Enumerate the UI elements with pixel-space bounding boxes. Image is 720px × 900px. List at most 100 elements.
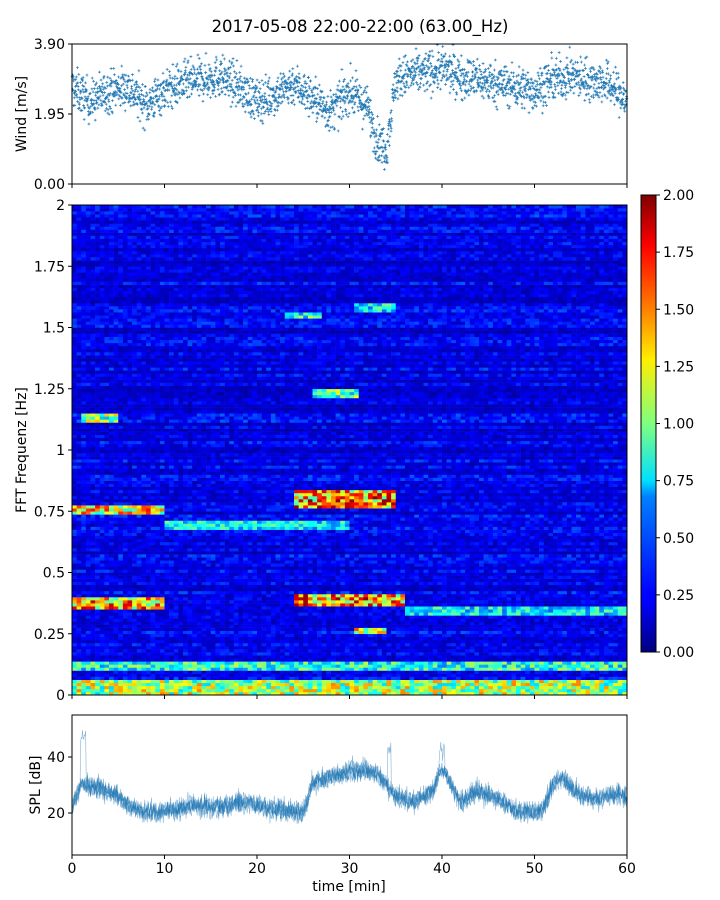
spectrogram-cell <box>201 682 207 687</box>
spectrogram-cell <box>617 670 623 674</box>
spectrogram-cell <box>229 642 235 647</box>
spectrogram-cell <box>252 664 258 668</box>
spectrogram-cell <box>233 652 239 656</box>
spectrogram-cell <box>206 685 212 690</box>
spectrogram-cell <box>372 676 378 680</box>
spectrogram-cell <box>529 685 535 690</box>
spectrogram-cell <box>136 642 142 647</box>
spectrogram-cell <box>187 682 193 687</box>
spectrogram-cell <box>469 682 475 687</box>
spectrogram-cell <box>243 633 249 638</box>
spectrogram-cell <box>594 673 600 677</box>
spectrogram-cell <box>164 673 170 677</box>
spectrogram-cell <box>229 655 235 659</box>
wind-point <box>154 89 158 92</box>
spectrogram-cell <box>95 667 101 671</box>
spectrogram-cell <box>136 636 142 641</box>
spectrogram-cell <box>516 658 521 662</box>
spectrogram-cell <box>414 649 420 653</box>
wind-point <box>136 115 140 119</box>
spectrogram-cell <box>307 633 313 638</box>
spectrogram-cell <box>252 630 258 635</box>
spectrogram-cell <box>562 679 568 684</box>
wind-point <box>264 109 267 113</box>
spectrogram-cell <box>368 639 373 644</box>
spectrogram-cell <box>580 679 586 684</box>
wind-point <box>349 79 353 83</box>
spectrogram-cell <box>506 661 512 665</box>
spectrogram-cell <box>442 685 447 690</box>
wind-point <box>462 75 466 79</box>
spectrogram-cell <box>270 679 276 684</box>
spectrogram-cell <box>331 636 336 641</box>
spectrogram-cell <box>451 679 457 684</box>
wind-point <box>460 89 463 93</box>
spectrogram-cell <box>169 655 175 659</box>
spectrogram-cell <box>109 639 114 644</box>
spectrogram-cell <box>479 676 484 680</box>
spectrogram-cell <box>363 633 369 638</box>
spectrogram-cell <box>270 670 276 674</box>
spectrogram-cell <box>224 688 230 693</box>
spectrogram-cell <box>566 670 572 674</box>
spectrogram-cell <box>183 642 188 647</box>
spectrogram-cell <box>294 639 299 644</box>
spectrogram-cell <box>81 679 87 684</box>
spectrogram-cell <box>257 673 262 677</box>
spectrogram-cell <box>377 682 383 687</box>
spectrogram-cell <box>363 682 369 687</box>
spectrogram-cell <box>164 630 170 635</box>
spectrogram-cell <box>326 688 332 693</box>
wind-point <box>263 81 267 84</box>
spectrogram-cell <box>187 670 193 674</box>
spectrogram-cell <box>243 627 249 631</box>
spectrogram-cell <box>298 646 304 650</box>
spectrogram-cell <box>613 661 619 665</box>
wind-point <box>114 103 118 107</box>
wind-point <box>175 88 179 92</box>
wind-point <box>606 60 610 64</box>
spectrogram-cell <box>395 679 401 684</box>
spectrogram-cell <box>81 664 87 668</box>
wind-point <box>484 90 488 93</box>
spectrogram-cell <box>520 664 526 668</box>
spectrogram-cell <box>118 679 124 684</box>
wind-point <box>134 88 138 91</box>
spectrogram-cell <box>233 685 239 690</box>
spectrogram-cell <box>215 649 221 653</box>
spectrogram-cell <box>391 658 397 662</box>
spectrogram-cell <box>580 685 586 690</box>
spectrogram-cell <box>261 682 267 687</box>
spectrogram-cell <box>442 639 447 644</box>
spectrogram-cell <box>136 649 142 653</box>
spectrogram-cell <box>571 655 577 659</box>
spectrogram-cell <box>196 664 202 668</box>
wind-point <box>557 91 560 95</box>
wind-point <box>139 97 143 101</box>
spectrogram-cell <box>400 649 406 653</box>
spectrogram-cell <box>99 636 105 641</box>
wind-point <box>296 64 299 68</box>
spectrogram-cell <box>85 679 91 684</box>
spectrogram-cell <box>372 664 378 668</box>
spectrogram-cell <box>460 636 466 641</box>
spectrogram-cell <box>349 633 355 638</box>
spectrogram-cell <box>257 655 262 659</box>
spectrogram-cell <box>76 688 82 693</box>
spectrogram-cell <box>187 673 193 677</box>
wind-x-ticks <box>71 184 628 188</box>
wind-point <box>354 69 358 73</box>
spectrogram-cell <box>557 673 563 677</box>
spectrogram-cell <box>215 673 221 677</box>
spectrogram-cell <box>72 649 77 653</box>
spectrogram-cell <box>446 664 452 668</box>
spectrogram-cell <box>566 688 572 693</box>
spectrogram-cell <box>109 679 114 684</box>
spectrogram-cell <box>469 679 475 684</box>
spectrogram-cell <box>608 649 614 653</box>
wind-point <box>262 112 266 115</box>
spectrogram-cell <box>118 627 124 631</box>
spectrogram-cell <box>497 688 503 693</box>
spectrogram-cell <box>127 649 133 653</box>
wind-point <box>463 68 466 71</box>
